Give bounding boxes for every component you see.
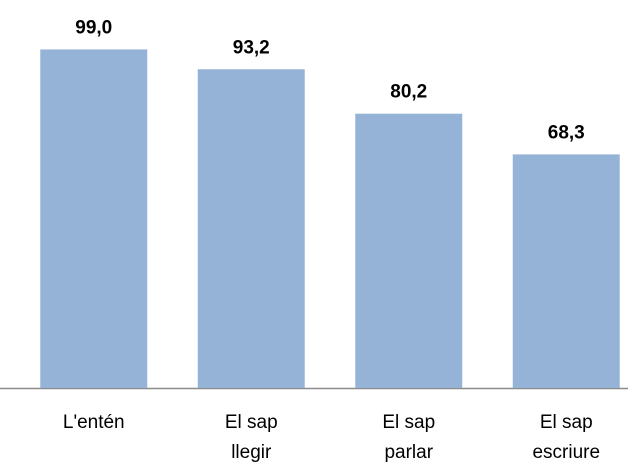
bar <box>512 154 620 388</box>
value-label: 99,0 <box>75 17 112 38</box>
value-label: 93,2 <box>233 37 270 58</box>
x-tick-label: El sap escriure <box>532 412 601 463</box>
x-tick-label: El sap llegir <box>224 412 278 463</box>
value-label: 80,2 <box>390 82 427 103</box>
bar <box>197 69 305 389</box>
value-label: 68,3 <box>548 122 585 143</box>
bar <box>355 113 463 388</box>
bar <box>40 49 148 389</box>
x-tick-label: El sap parlar <box>382 412 436 463</box>
x-tick-label: L'entén <box>62 412 125 433</box>
